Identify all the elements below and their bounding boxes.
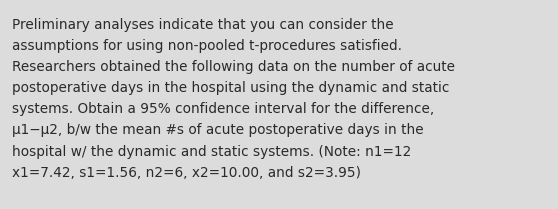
Text: hospital w/ the dynamic and static systems. (Note: n1=12: hospital w/ the dynamic and static syste… <box>12 145 411 159</box>
Text: x1=7.42, s1=1.56, n2=6, x2=10.00, and s2=3.95): x1=7.42, s1=1.56, n2=6, x2=10.00, and s2… <box>12 166 361 180</box>
Text: Preliminary analyses indicate that you can consider the: Preliminary analyses indicate that you c… <box>12 18 393 32</box>
Text: μ1−μ2, b/w the mean #s of acute postoperative days in the: μ1−μ2, b/w the mean #s of acute postoper… <box>12 124 424 138</box>
Text: Researchers obtained the following data on the number of acute: Researchers obtained the following data … <box>12 60 455 74</box>
Text: postoperative days in the hospital using the dynamic and static: postoperative days in the hospital using… <box>12 81 449 95</box>
Text: systems. Obtain a 95% confidence interval for the difference,: systems. Obtain a 95% confidence interva… <box>12 102 434 116</box>
Text: assumptions for using non-pooled t-procedures satisfied.: assumptions for using non-pooled t-proce… <box>12 39 402 53</box>
